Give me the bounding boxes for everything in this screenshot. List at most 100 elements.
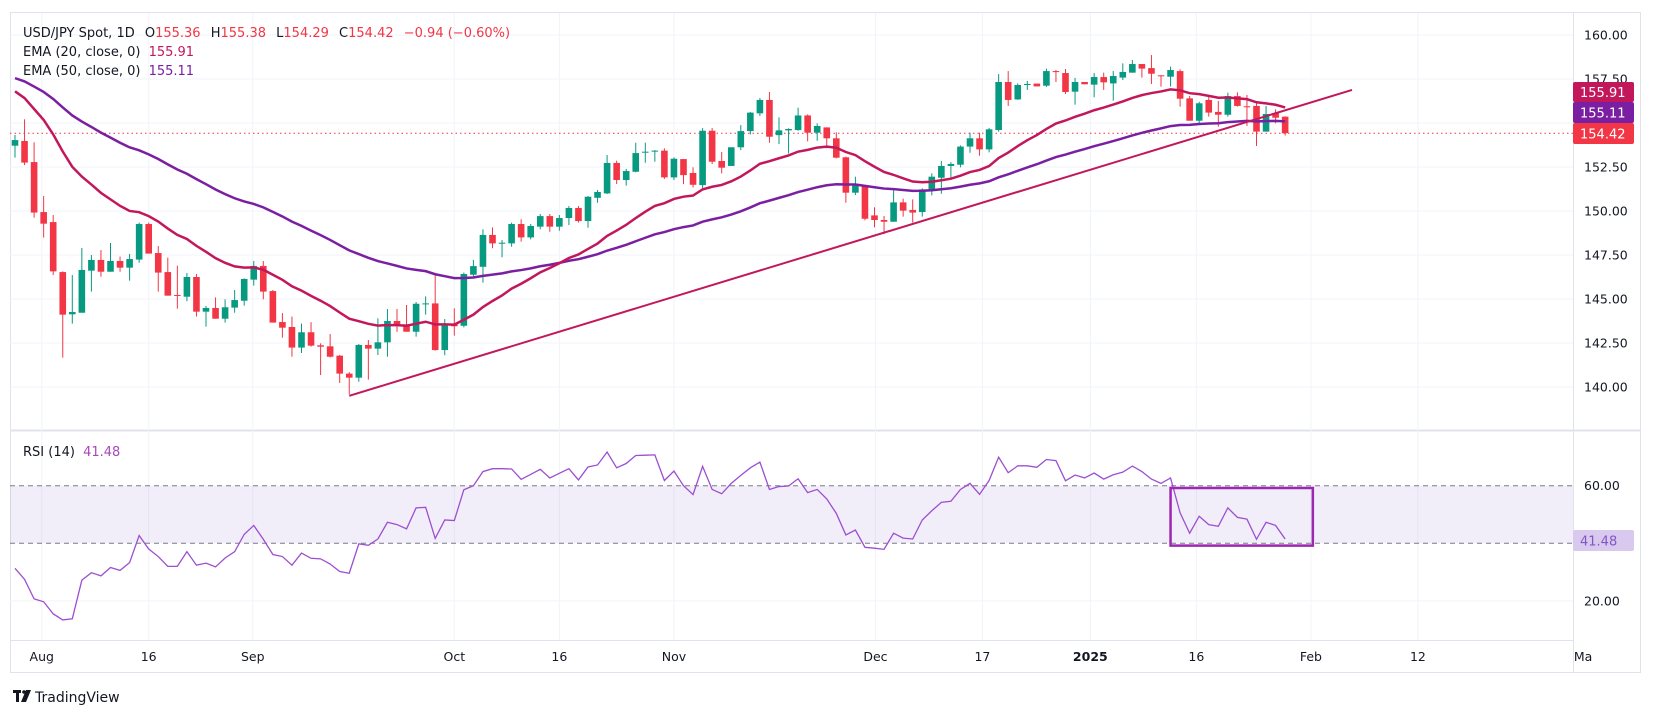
candle-body (584, 196, 592, 222)
candle-body (240, 278, 248, 301)
candle-body (317, 345, 324, 347)
candle (1033, 83, 1041, 87)
ema50-legend[interactable]: EMA (50, close, 0) 155.11 (23, 64, 194, 79)
candle (861, 185, 869, 221)
candle (1129, 59, 1136, 73)
ema20-legend-label: EMA (20, close, 0) (23, 45, 140, 60)
ema50-price-badge: 155.11 (1573, 102, 1634, 123)
candle (556, 215, 563, 231)
candle-body (517, 224, 525, 238)
candle (813, 123, 821, 141)
candle (1157, 75, 1165, 87)
candle (164, 257, 172, 296)
candle (1100, 72, 1107, 90)
candle-body (794, 115, 802, 131)
ema50-legend-label: EMA (50, close, 0) (23, 64, 140, 79)
ema20-legend[interactable]: EMA (20, close, 0) 155.91 (23, 45, 194, 60)
candle-body (708, 130, 716, 162)
candle (49, 215, 57, 276)
ema20-price-badge: 155.91 (1573, 82, 1634, 102)
candle-body (11, 140, 19, 146)
candle-body (403, 324, 410, 332)
rsi-legend-value: 41.48 (83, 445, 120, 460)
candle-body (632, 153, 640, 172)
candle-body (460, 274, 468, 326)
candle-body (441, 323, 449, 351)
time-tick-label: 17 (974, 649, 990, 664)
rsi-pane[interactable] (10, 450, 1573, 621)
rsi-legend[interactable]: RSI (14) 41.48 (23, 445, 120, 460)
candle-body (909, 209, 916, 213)
candle-body (479, 234, 487, 267)
candle-body (1052, 71, 1060, 73)
price-pane[interactable] (10, 55, 1573, 397)
candle-body (1281, 116, 1289, 134)
candle (403, 304, 410, 332)
symbol-title[interactable]: USD/JPY Spot, 1D (23, 26, 135, 41)
price-axis[interactable]: 160.00157.50152.50150.00147.50145.00142.… (1584, 28, 1628, 395)
candle-body (622, 171, 630, 181)
candle (489, 227, 496, 249)
candle-body (957, 146, 964, 165)
candle-body (1157, 75, 1165, 77)
candle-body (651, 150, 659, 152)
candle (699, 128, 706, 189)
candle (565, 206, 573, 226)
candle (231, 290, 238, 313)
candle-body (1109, 76, 1117, 84)
candle (852, 176, 859, 195)
candle (747, 112, 754, 135)
rsi-tick-label: 20.00 (1584, 593, 1620, 608)
candle (1014, 83, 1022, 100)
candle-body (813, 125, 821, 133)
ema50-line[interactable] (14, 76, 1286, 280)
rsi-highlight-rectangle[interactable] (1169, 486, 1315, 547)
price-tick-label: 152.50 (1584, 160, 1628, 175)
candle (326, 334, 334, 358)
ema20-line[interactable] (14, 88, 1286, 328)
price-tick-label: 145.00 (1584, 292, 1628, 307)
candle (603, 155, 611, 195)
candle (1052, 70, 1060, 82)
candle-body (1243, 106, 1251, 108)
candle (1176, 69, 1184, 107)
candle-body (670, 158, 678, 178)
candle-body (279, 322, 286, 328)
candle (708, 128, 716, 165)
candle (985, 127, 993, 153)
candle-body (231, 300, 238, 308)
candle (345, 372, 353, 395)
candle (221, 299, 229, 323)
candle-body (88, 259, 95, 271)
candle-body (508, 224, 515, 244)
candle (584, 196, 592, 228)
rsi-line[interactable] (14, 450, 1286, 621)
candle-body (747, 112, 754, 132)
candle (30, 142, 38, 218)
tradingview-logo[interactable]: TradingView (13, 690, 120, 706)
candle-body (985, 129, 993, 150)
price-tick-label: 160.00 (1584, 28, 1628, 43)
price-tick-label: 150.00 (1584, 204, 1628, 219)
candle-body (1205, 99, 1213, 113)
candle (909, 199, 916, 223)
close-label: C (339, 26, 348, 41)
candle (775, 117, 783, 145)
candle-body (412, 303, 420, 332)
time-axis[interactable]: Aug 16 Sep Oct 16 Nov Dec 17 2025 16 Feb 12 Ma (30, 649, 1593, 664)
candle (1205, 96, 1213, 117)
candle (470, 259, 477, 277)
candle-body (871, 215, 878, 220)
candle (1071, 77, 1079, 105)
candle-body (40, 212, 47, 224)
candle-body (565, 208, 573, 219)
candle (661, 148, 668, 179)
candle-body (193, 277, 200, 312)
trendline[interactable] (348, 88, 1353, 397)
candle-body (823, 127, 831, 139)
candle-body (1138, 64, 1146, 69)
candle (336, 354, 343, 383)
rsi-axis[interactable]: 60.00 20.00 (1584, 478, 1620, 608)
candle-body (1033, 83, 1041, 87)
